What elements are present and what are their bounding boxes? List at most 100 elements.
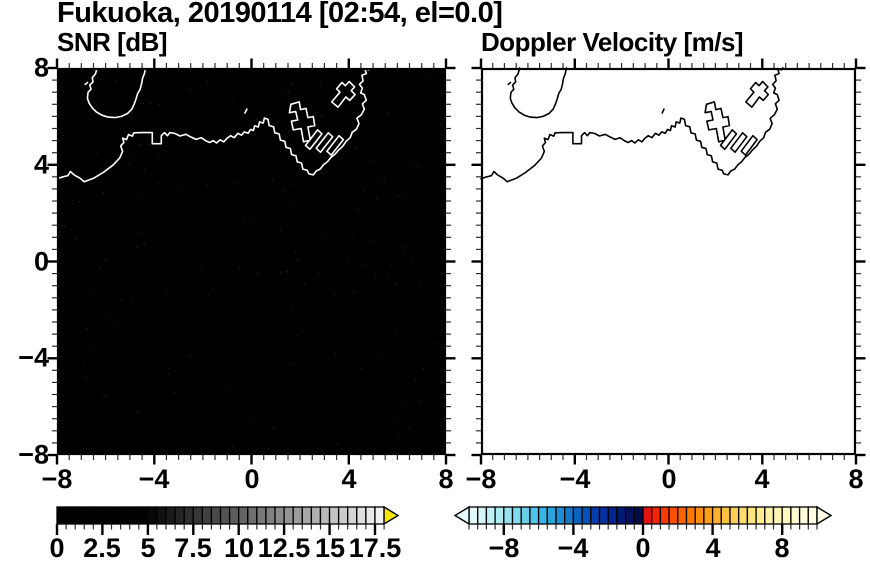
coastline-pier-4 [330,80,356,109]
snr-colorbar-ticks [55,523,385,535]
colorbar-cell [633,506,644,525]
colorbar-cell [738,506,749,525]
y-tick-label: 8 [33,52,49,83]
colorbar-cell [720,506,731,525]
snr-panel-title: SNR [dB] [57,27,168,57]
colorbar-cell [119,506,131,525]
colorbar-cell [192,506,204,525]
colorbar-cell [319,506,331,525]
colorbar-cell [503,506,514,525]
colorbar-under-arrow [453,505,470,526]
colorbar-tick-label: 15 [314,533,346,563]
coastline-pier-2 [730,132,748,153]
colorbar-cell [265,506,276,525]
colorbar-over-arrow [383,505,400,526]
colorbar-cell [772,506,783,525]
x-tick-label: −8 [41,464,73,494]
colorbar-tick-label: 10 [223,533,255,563]
x-tick-label: 0 [661,464,677,494]
colorbar-cell [537,506,548,525]
colorbar-cell [65,506,76,525]
snr-plot [47,58,456,465]
colorbar-cell [174,506,185,525]
x-tick-label: −4 [138,464,170,494]
colorbar-cell [755,506,766,525]
colorbar-cell [581,506,592,525]
colorbar-cell [301,506,313,525]
x-tick-label: 8 [848,464,864,494]
colorbar-cell [494,506,505,525]
colorbar-cell [746,506,757,525]
colorbar-cell [607,506,618,525]
colorbar-cell [74,506,85,525]
y-tick-label: 0 [33,246,49,277]
colorbar-cell [485,506,496,525]
colorbar-tick-label: 0 [49,533,65,563]
colorbar-cell [337,506,349,525]
colorbar-cell [92,506,104,525]
doppler-colorbar [453,505,833,535]
colorbar-tick-label: 12.5 [257,533,311,563]
colorbar-over-arrow [816,505,833,526]
colorbar-cell [572,506,583,525]
x-tick-label: 4 [754,464,770,494]
y-tick-label: 4 [33,149,49,180]
colorbar-cell [511,506,522,525]
x-tick-label: −8 [465,464,497,494]
colorbar-cell [764,506,775,525]
colorbar-cell [347,506,358,525]
colorbar-cell [365,506,376,525]
colorbar-tick-label: 5 [140,533,156,563]
colorbar-tick-label: 4 [705,533,721,563]
snr-field [57,68,446,455]
colorbar-cell [598,506,609,525]
coastline-pier-3 [740,134,758,156]
colorbar-cell [328,506,340,525]
colorbar-cell [147,506,158,525]
doppler-frame [480,67,857,456]
doppler-axis-ticks [471,58,866,465]
coastline-pier-1 [304,129,323,151]
colorbar-tick-label: 2.5 [83,533,121,563]
colorbar-cell [101,506,113,525]
colorbar-cell [546,506,557,525]
colorbar-cell [183,506,194,525]
colorbar-cell [668,506,679,525]
colorbar-cell [201,506,213,525]
colorbar-cell [703,506,714,525]
colorbar-tick-label: 8 [774,533,790,563]
coastline-main [56,67,371,183]
colorbar-cell [247,506,258,525]
colorbar-cell [659,506,670,525]
colorbar-cell [711,506,722,525]
colorbar-cell [210,506,222,525]
coastline-mark [661,108,665,114]
colorbar-cell [529,506,540,525]
colorbar-tick-label: 0 [635,533,651,563]
doppler-plot [471,58,866,465]
noise-speckles [59,70,443,454]
colorbar-cell [138,506,149,525]
colorbar-cell [651,506,662,525]
colorbar-cell [468,506,479,525]
coastline-islet [84,81,89,86]
colorbar-tick-label: −8 [488,533,520,563]
colorbar-cell [356,506,367,525]
colorbar-cell [292,506,303,525]
coastline-pier-3 [326,134,345,156]
y-tick-label: −4 [18,342,49,373]
coastline-pier-4 [744,80,770,109]
colorbar-cell [564,506,575,525]
colorbar-cell [555,506,566,525]
colorbar-cell [677,506,688,525]
colorbar-cell [520,506,531,525]
coastline-mark [244,108,248,114]
colorbar-cell [642,506,653,525]
coastline-island [86,67,147,119]
colorbar-tick-label: −4 [557,533,589,563]
snr-frame [56,67,447,456]
snr-axis-ticks [47,58,456,465]
snr-colorbar [55,505,400,535]
colorbar-cell [807,506,818,525]
colorbar-cell [228,506,240,525]
